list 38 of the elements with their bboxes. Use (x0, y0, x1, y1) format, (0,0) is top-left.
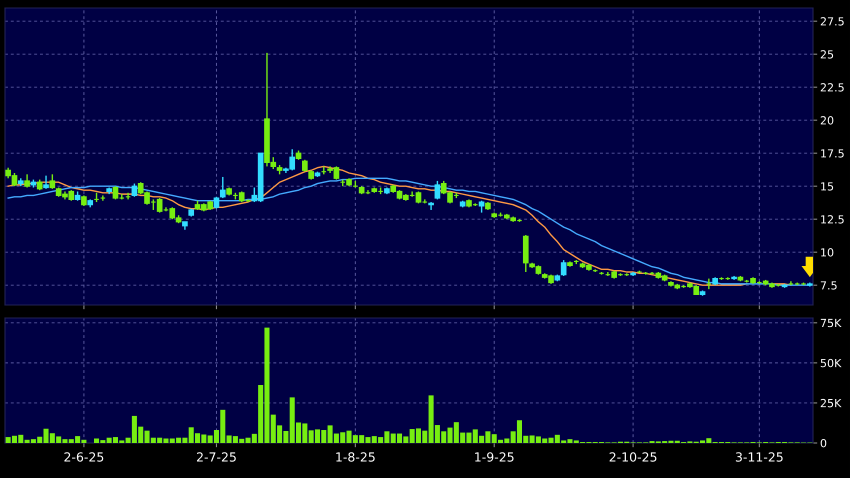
candlestick (220, 176, 226, 199)
candlestick (302, 159, 308, 172)
candlestick (94, 192, 100, 203)
y-tick-label: 20 (820, 116, 834, 125)
candlestick (50, 174, 56, 190)
candlestick (560, 259, 566, 277)
candlestick (308, 170, 314, 180)
x-tick-label: 1-9-25 (475, 452, 514, 462)
candlestick (276, 164, 282, 176)
candlestick (43, 174, 49, 190)
y-tick-label: 75K (820, 318, 842, 328)
x-tick-label: 3-11-25 (736, 452, 783, 462)
y-tick-label: 15 (821, 182, 834, 191)
candlestick (434, 180, 440, 200)
candlestick (296, 150, 302, 160)
y-tick-label: 7.5 (820, 281, 837, 290)
x-tick-label: 1-8-25 (336, 452, 375, 462)
y-tick-label: 12.5 (821, 215, 844, 224)
candlestick (214, 196, 220, 210)
candlestick (81, 194, 87, 207)
y-tick-label: 50K (820, 358, 842, 368)
x-tick-label: 2-10-25 (610, 452, 656, 462)
y-tick-label: 27.5 (820, 17, 844, 26)
candlestick (36, 178, 43, 191)
y-tick-label: 25 (820, 50, 834, 59)
y-tick-label: 17.5 (821, 149, 844, 158)
candlestick (478, 200, 484, 214)
x-tick-label: 2-7-25 (196, 452, 236, 462)
candlestick (320, 166, 327, 176)
y-tick-label: 10 (821, 248, 834, 257)
y-tick-label: 25K (820, 398, 842, 408)
candlestick (132, 182, 138, 198)
candlestick (24, 174, 30, 188)
y-tick-label: 22.5 (820, 83, 844, 92)
candlestick (706, 278, 712, 290)
y-tick-label: 0 (820, 438, 826, 448)
x-tick-label: 2-6-25 (64, 452, 104, 462)
candlestick (74, 190, 80, 202)
